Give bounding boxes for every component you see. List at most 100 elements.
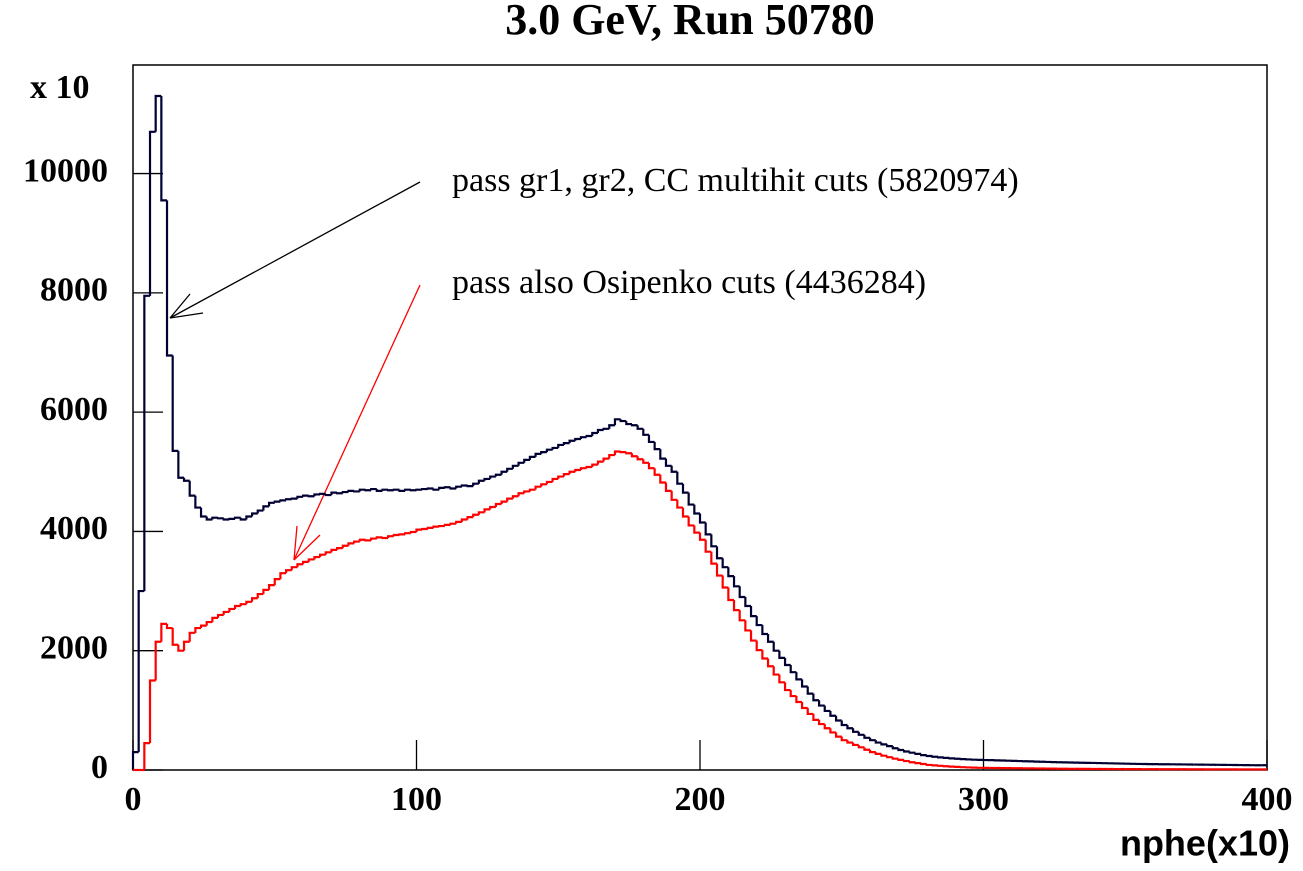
- histogram-bin: [148, 130, 156, 296]
- histogram-bin: [659, 474, 666, 484]
- histogram-bin: [727, 587, 735, 602]
- x-tick-label: 0: [125, 781, 142, 818]
- histogram-bin: [568, 470, 576, 475]
- histogram-bin: [608, 453, 615, 459]
- histogram-bin: [296, 495, 304, 499]
- histogram-bin: [528, 488, 536, 492]
- histogram-bin: [761, 650, 769, 660]
- histogram-bin: [630, 424, 638, 427]
- histogram-bin: [687, 492, 695, 506]
- histogram-bin: [245, 600, 253, 605]
- histogram-bin: [834, 715, 842, 722]
- histogram-bin: [749, 630, 757, 642]
- histogram-bin: [574, 468, 581, 472]
- histogram-bin: [194, 495, 202, 509]
- histogram-bin: [284, 569, 292, 574]
- histogram-bin: [250, 512, 258, 517]
- histogram-bin: [851, 742, 859, 747]
- histogram-bin: [693, 504, 700, 515]
- histogram-bin: [608, 424, 615, 429]
- histogram-bin: [523, 458, 530, 463]
- x-tick-label: 400: [1242, 781, 1293, 818]
- histogram-bin: [387, 489, 394, 492]
- histogram-bin: [409, 489, 417, 492]
- histogram-bin: [619, 419, 627, 423]
- histogram-bin: [137, 589, 145, 753]
- histogram-bin: [222, 610, 230, 615]
- histogram-bin: [585, 434, 593, 438]
- histogram-bin: [421, 527, 428, 531]
- histogram-bin: [925, 754, 933, 758]
- histogram-bin: [358, 538, 366, 542]
- histogram-bin: [653, 441, 661, 451]
- histogram-bin: [778, 674, 786, 684]
- histogram-bin: [222, 518, 230, 521]
- histogram-bin: [233, 604, 241, 609]
- histogram-bin: [812, 713, 820, 721]
- histogram-bin: [392, 488, 400, 491]
- histogram-bin: [239, 517, 247, 521]
- histogram-bin: [681, 483, 689, 494]
- histogram-bin: [182, 477, 190, 482]
- histogram-bin: [880, 742, 888, 746]
- histogram-bin: [551, 446, 559, 450]
- histogram-bin: [364, 539, 372, 542]
- histogram-bin: [421, 487, 428, 491]
- histogram-bin: [171, 355, 179, 453]
- histogram-bin: [398, 489, 406, 492]
- histogram-bin: [755, 640, 763, 652]
- histogram-bin: [188, 631, 196, 642]
- histogram-bin: [307, 558, 315, 562]
- histogram-bin: [370, 487, 377, 491]
- annotation-arrow: [169, 181, 421, 319]
- histogram-bin: [392, 533, 400, 537]
- histogram-bin: [857, 744, 865, 749]
- histogram-bin: [336, 547, 343, 550]
- histogram-bin: [426, 526, 434, 530]
- histogram-bin: [908, 751, 916, 754]
- histogram-bin: [472, 482, 479, 487]
- histogram-bin: [664, 458, 672, 467]
- histogram-bin: [500, 470, 508, 475]
- histogram-bin: [494, 502, 502, 507]
- histogram-bin: [239, 603, 247, 606]
- histogram-bin: [863, 734, 871, 739]
- histogram-bin: [693, 525, 700, 534]
- histogram-bin: [874, 740, 882, 744]
- histogram-bin: [500, 500, 508, 504]
- histogram-bin: [375, 536, 383, 539]
- histogram-bin: [829, 728, 837, 734]
- histogram-bin: [296, 563, 304, 568]
- chart-title: 3.0 GeV, Run 50780: [505, 0, 875, 44]
- histogram-bin: [165, 200, 173, 357]
- histogram-bin: [795, 672, 803, 681]
- histogram-bin: [211, 516, 219, 520]
- histogram-bin: [353, 540, 360, 544]
- histogram-bin: [670, 490, 678, 501]
- histogram-bin: [228, 517, 236, 520]
- histogram-bin: [755, 616, 763, 627]
- histogram-bin: [182, 640, 190, 651]
- histogram-bin: [557, 475, 564, 479]
- histogram-bin: [290, 497, 298, 500]
- y-tick-label: 2000: [40, 630, 108, 667]
- histogram-bin: [840, 720, 848, 727]
- histogram-bin: [375, 489, 383, 492]
- histogram-bin: [364, 489, 372, 492]
- histogram-bin: [216, 517, 224, 520]
- histogram-bin: [358, 488, 366, 492]
- histogram-bin: [194, 626, 202, 633]
- histogram-bin: [676, 499, 683, 509]
- histogram-bin: [568, 439, 576, 444]
- histogram-bin: [738, 586, 746, 599]
- histogram-bin: [404, 532, 411, 535]
- histogram-bin: [761, 625, 769, 636]
- histogram-bin: [596, 428, 604, 434]
- histogram-bin: [619, 450, 627, 454]
- histogram-bin: [233, 516, 241, 519]
- histogram-bin: [613, 450, 621, 456]
- histogram-bin: [250, 597, 258, 602]
- histogram-bin: [154, 94, 162, 132]
- histogram-bin: [800, 679, 808, 688]
- histogram-bin: [562, 473, 570, 477]
